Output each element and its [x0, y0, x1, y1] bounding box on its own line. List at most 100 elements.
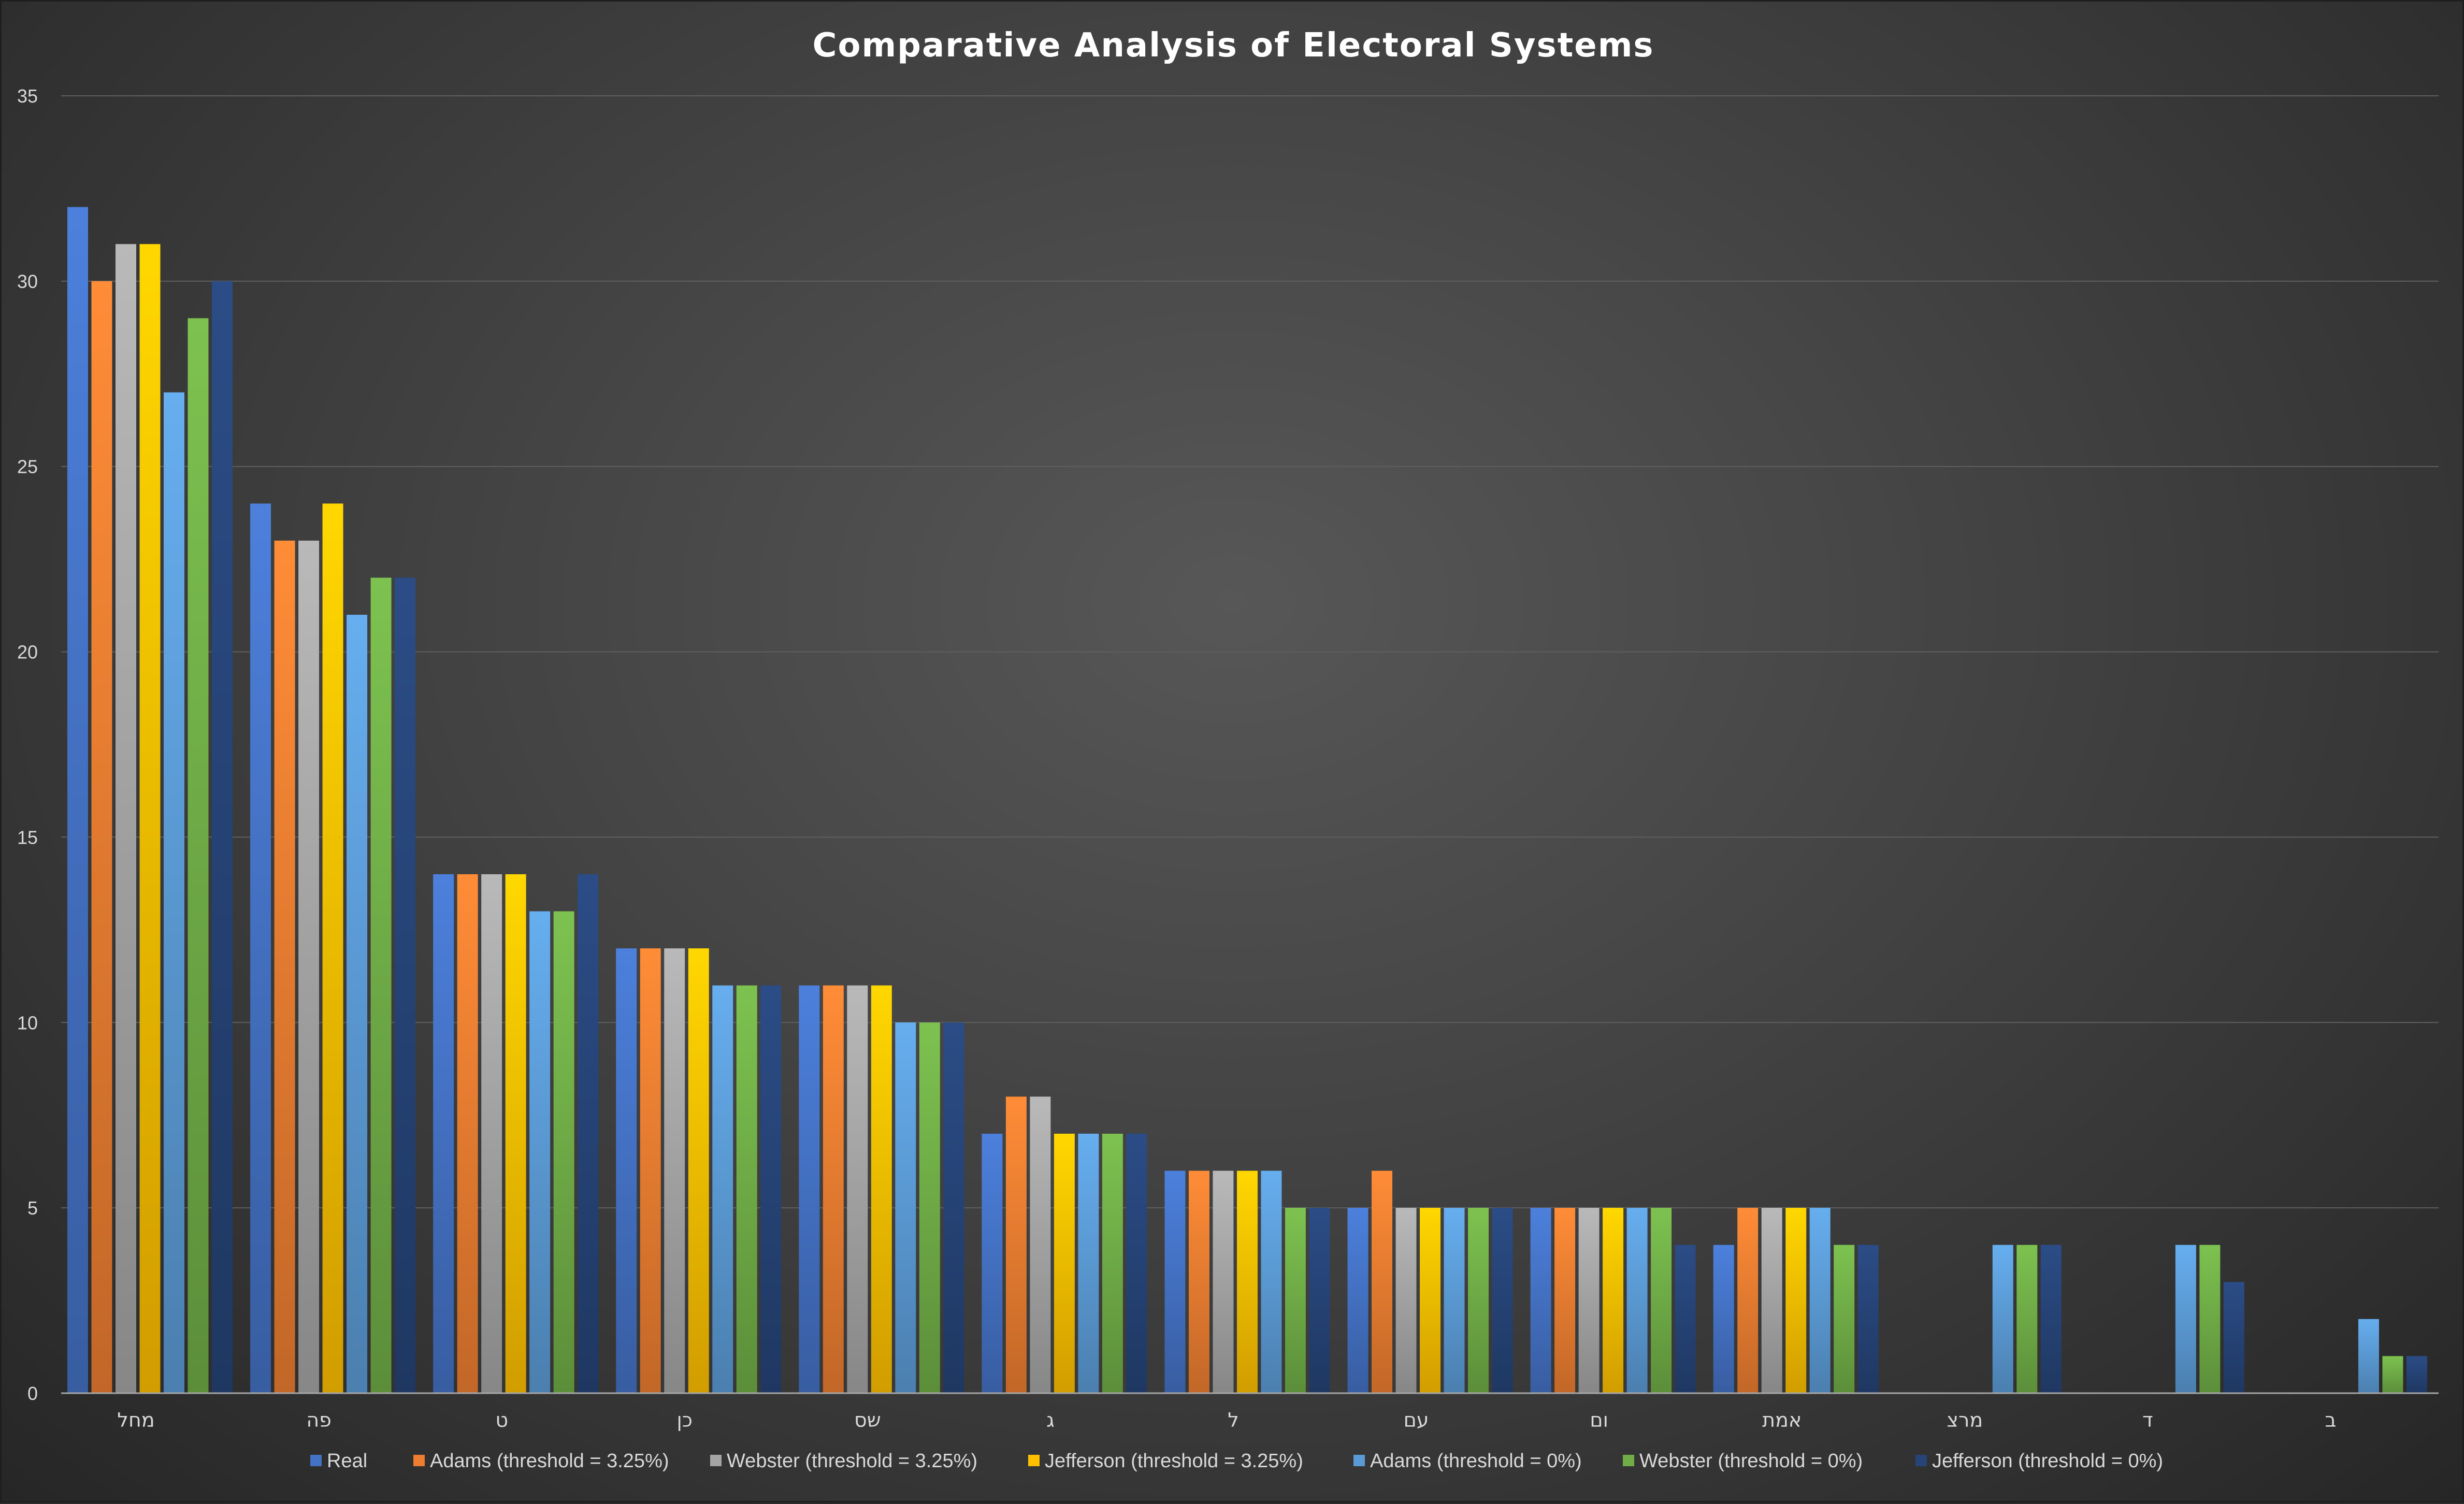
- bar: [298, 540, 320, 1393]
- bar: [2175, 1245, 2196, 1393]
- bar: [433, 874, 454, 1393]
- chart-title: Comparative Analysis of Electoral System…: [813, 26, 1654, 65]
- bar: [1785, 1208, 1807, 1393]
- legend-label: Adams (threshold = 0%): [1370, 1450, 1582, 1472]
- y-tick-label: 15: [17, 827, 38, 848]
- bar: [2382, 1356, 2403, 1393]
- bar: [2199, 1245, 2221, 1393]
- bar: [553, 911, 574, 1393]
- bar: [2223, 1282, 2244, 1393]
- x-tick-label: מרצ: [1947, 1409, 1983, 1431]
- bar: [395, 577, 416, 1393]
- legend-swatch: [1623, 1455, 1634, 1466]
- x-tick-label: ג: [1046, 1409, 1055, 1431]
- x-tick-label: שס: [854, 1409, 881, 1431]
- legend-label: Jefferson (threshold = 0%): [1932, 1450, 2163, 1472]
- bar: [505, 874, 526, 1393]
- y-tick-label: 0: [27, 1383, 38, 1404]
- bar: [188, 318, 209, 1393]
- bar: [1651, 1208, 1672, 1393]
- bar: [1834, 1245, 1855, 1393]
- legend: Real Adams (threshold = 3.25%) Webster (th…: [310, 1450, 2163, 1472]
- bar: [2406, 1356, 2427, 1393]
- bar: [1713, 1245, 1734, 1393]
- bar: [164, 392, 184, 1393]
- bar: [1578, 1208, 1600, 1393]
- bar: [1102, 1134, 1123, 1393]
- bar: [895, 1022, 916, 1393]
- y-tick-label: 35: [17, 85, 38, 107]
- legend-swatch: [1915, 1455, 1927, 1466]
- bar: [1857, 1245, 1879, 1393]
- bar: [1372, 1170, 1393, 1393]
- bar: [1626, 1208, 1648, 1393]
- bar: [1675, 1245, 1696, 1393]
- x-tick-label: ט: [495, 1409, 508, 1431]
- bar: [799, 985, 820, 1393]
- bar: [250, 503, 271, 1394]
- bar: [1992, 1245, 2013, 1393]
- x-tick-label: אמת: [1762, 1409, 1802, 1431]
- bar: [370, 577, 392, 1393]
- bar: [1420, 1208, 1441, 1393]
- bar: [1603, 1208, 1624, 1393]
- legend-swatch: [413, 1455, 425, 1466]
- y-tick-label: 30: [17, 271, 38, 292]
- bar: [322, 503, 343, 1394]
- bar: [2016, 1245, 2038, 1393]
- bar: [1005, 1096, 1027, 1393]
- bar: [736, 985, 757, 1393]
- bar: [1285, 1208, 1306, 1393]
- bar: [616, 948, 637, 1393]
- bar: [1309, 1208, 1330, 1393]
- bar: [2358, 1319, 2379, 1393]
- bar: [1761, 1208, 1782, 1393]
- legend-swatch: [1353, 1455, 1365, 1466]
- bar: [640, 948, 661, 1393]
- bar: [578, 874, 599, 1393]
- bar: [481, 874, 502, 1393]
- bar: [116, 244, 136, 1394]
- legend-label: Adams (threshold = 3.25%): [430, 1450, 669, 1472]
- x-tick-label: ום: [1590, 1409, 1608, 1431]
- bar: [1054, 1134, 1075, 1393]
- y-tick-label: 5: [27, 1197, 38, 1219]
- bar: [688, 948, 709, 1393]
- legend-swatch: [310, 1455, 322, 1466]
- bar: [67, 207, 88, 1393]
- gridlines: [61, 95, 2439, 1209]
- bar: [1554, 1208, 1576, 1393]
- x-axis-ticks: מחל פה ט כן שס ג ל עם ום אמת מרצ ד ב: [117, 1409, 2336, 1431]
- bar: [274, 540, 295, 1393]
- bar: [1236, 1170, 1258, 1393]
- bar: [1444, 1208, 1465, 1393]
- bar: [1492, 1208, 1513, 1393]
- bar: [871, 985, 892, 1393]
- bar: [823, 985, 844, 1393]
- bar: [1261, 1170, 1282, 1393]
- bar: [1468, 1208, 1489, 1393]
- legend-label: Webster (threshold = 3.25%): [727, 1450, 977, 1472]
- x-tick-label: מחל: [117, 1409, 154, 1431]
- bar: [457, 874, 478, 1393]
- x-tick-label: עם: [1404, 1409, 1429, 1431]
- bar: [1809, 1208, 1831, 1393]
- y-tick-label: 20: [17, 642, 38, 663]
- bar: [943, 1022, 964, 1393]
- x-tick-label: פה: [306, 1409, 332, 1431]
- bar: [2040, 1245, 2062, 1393]
- bars: [67, 207, 2427, 1394]
- bar: [1078, 1134, 1099, 1393]
- bar: [982, 1134, 1003, 1393]
- x-tick-label: ל: [1228, 1409, 1239, 1431]
- bar: [664, 948, 685, 1393]
- bar: [1126, 1134, 1147, 1393]
- bar: [712, 985, 733, 1393]
- bar: [1737, 1208, 1759, 1393]
- legend-label: Webster (threshold = 0%): [1639, 1450, 1863, 1472]
- y-tick-label: 25: [17, 456, 38, 478]
- bar: [1213, 1170, 1234, 1393]
- bar: [91, 281, 112, 1393]
